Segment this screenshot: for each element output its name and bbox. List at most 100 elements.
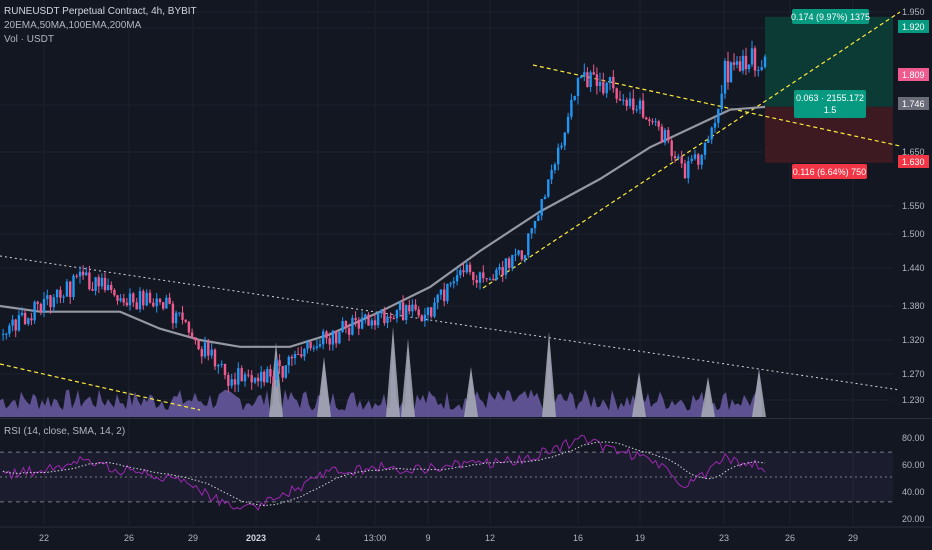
rsi-pane: 80.00 60.00 40.00 20.00: [0, 433, 925, 524]
trendlines: [0, 11, 901, 411]
candle-up: [605, 83, 608, 94]
candle-down: [269, 369, 272, 377]
candle-up: [210, 349, 213, 356]
rsi-legend[interactable]: RSI (14, close, SMA, 14, 2): [4, 426, 126, 437]
candle-down: [615, 88, 618, 99]
candle-down: [250, 375, 253, 383]
symbol-title[interactable]: RUNEUSDT Perpetual Contract, 4h, BYBIT: [4, 6, 197, 17]
price-tick-label: 1.500: [902, 229, 925, 239]
candle-up: [275, 360, 278, 380]
candle-down: [122, 298, 125, 303]
candle-down: [475, 280, 478, 283]
candle-up: [449, 283, 452, 285]
candle-up: [260, 371, 263, 382]
candle-down: [97, 277, 100, 287]
candle-down: [171, 303, 175, 324]
candle-up: [707, 139, 710, 143]
price-tick-label: 1.650: [902, 147, 925, 157]
candle-down: [197, 340, 200, 350]
candle-up: [165, 297, 168, 309]
entry-label-line-2: 1.5: [824, 105, 837, 115]
candle-down: [392, 318, 395, 320]
candle-down: [14, 319, 17, 331]
candle-up: [174, 312, 178, 324]
candle-down: [632, 98, 635, 111]
candle-down: [507, 258, 511, 268]
candle-down: [732, 62, 736, 65]
candle-up: [654, 121, 657, 123]
indicator-legend[interactable]: 20EMA,50MA,100EMA,200MA: [4, 20, 142, 31]
candle-up: [488, 278, 492, 280]
candle-down: [347, 328, 351, 335]
candle-down: [670, 140, 673, 157]
price-axis[interactable]: 1.9501.8501.7501.6501.5501.5001.4401.380…: [898, 7, 929, 405]
candle-down: [443, 289, 446, 302]
candle-down: [325, 331, 328, 339]
candle-up: [677, 156, 680, 159]
candle-up: [94, 277, 97, 291]
candle-up: [237, 368, 240, 385]
candle-up: [138, 291, 142, 310]
price-tick-label: 1.380: [902, 301, 925, 311]
candle-down: [148, 292, 152, 303]
candle-down: [357, 320, 360, 329]
candle-up: [495, 269, 498, 280]
candle-down: [49, 295, 52, 308]
volume-legend[interactable]: Vol · USDT: [4, 34, 55, 45]
candle-down: [39, 303, 43, 313]
rsi-tick-label: 80.00: [902, 433, 925, 443]
candle-down: [36, 301, 39, 304]
rsi-tick-label: 40.00: [902, 487, 925, 497]
candle-down: [602, 81, 605, 94]
candle-down: [278, 360, 281, 366]
candle-down: [223, 363, 227, 376]
candle-down: [651, 121, 654, 123]
candle-down: [373, 320, 377, 326]
candle-up: [411, 304, 414, 312]
price-tick-label: 1.230: [902, 395, 925, 405]
candle-down: [309, 341, 312, 348]
candle-up: [284, 365, 287, 378]
candle-up: [741, 55, 745, 71]
candle-up: [455, 275, 459, 282]
candle-down: [300, 354, 303, 357]
candle-down: [680, 156, 683, 164]
time-axis[interactable]: 22 26 29 2023 4 13:00 9 12 16 19 23 26 29: [0, 526, 932, 543]
candle-down: [103, 277, 107, 291]
volume-spike: [401, 339, 415, 417]
candle-up: [570, 100, 573, 117]
candle-up: [266, 369, 269, 383]
candle-down: [645, 117, 648, 120]
candle-up: [360, 317, 364, 329]
candle-up: [478, 272, 482, 283]
candle-down: [414, 304, 417, 310]
price-label-box: [898, 20, 929, 33]
candle-down: [75, 275, 78, 277]
candle-up: [723, 61, 727, 94]
candle-down: [667, 130, 670, 141]
candle-up: [459, 270, 462, 276]
candle-down: [110, 285, 113, 290]
candlestick-series: [1, 40, 767, 393]
long-term-descending-trendline: [0, 255, 901, 391]
volume-spike: [701, 377, 715, 417]
candle-down: [462, 270, 465, 273]
candle-up: [318, 344, 322, 347]
candle-up: [78, 271, 82, 277]
candle-up: [145, 292, 148, 306]
candle-up: [622, 99, 625, 101]
price-label: 1.746: [902, 99, 925, 109]
candle-up: [42, 299, 46, 313]
candle-down: [296, 354, 300, 355]
candle-down: [683, 163, 687, 179]
volume-spike: [542, 332, 556, 417]
candle-down: [263, 371, 266, 383]
candle-down: [697, 154, 700, 165]
candle-up: [750, 48, 754, 65]
candle-up: [46, 295, 49, 299]
price-tick-label: 1.440: [902, 263, 925, 273]
candle-down: [23, 312, 27, 324]
candle-up: [700, 155, 703, 165]
candle-up: [331, 330, 335, 345]
